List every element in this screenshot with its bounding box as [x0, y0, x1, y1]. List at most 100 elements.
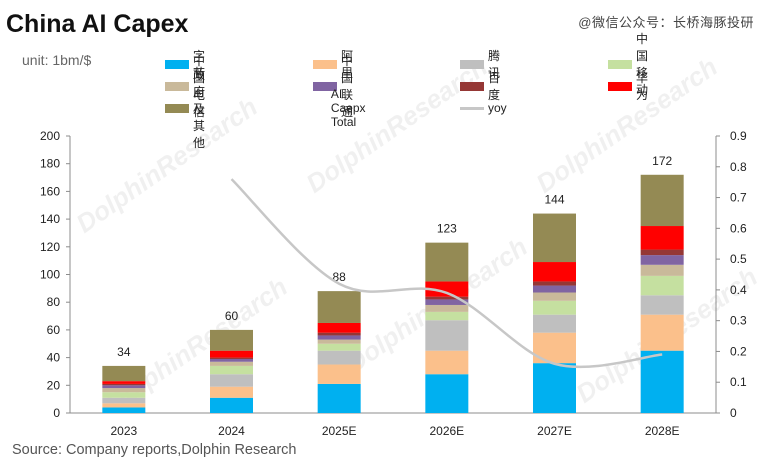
y2-tick-label: 0.1: [730, 375, 747, 389]
unit-label: unit: 1bm/$: [22, 52, 92, 68]
bar-segment: [317, 291, 361, 323]
bar-segment: [210, 329, 253, 351]
y-tick-label: 80: [47, 295, 61, 309]
y2-tick-label: 0.9: [730, 129, 747, 143]
y-tick-label: 160: [40, 184, 60, 198]
y-tick-label: 20: [47, 378, 61, 392]
bar-segment: [102, 403, 146, 408]
y2-tick-label: 0.4: [730, 283, 747, 297]
legend-label: 中国电信: [193, 54, 206, 119]
total-label: 34: [117, 345, 131, 359]
bar-segment: [425, 311, 469, 321]
source-note: Source: Company reports,Dolphin Research: [12, 442, 297, 458]
bar-segment: [640, 249, 684, 256]
legend-swatch: [313, 59, 337, 69]
bar-segment: [210, 361, 253, 366]
bar-segment: [640, 255, 684, 265]
legend-swatch: [608, 59, 632, 69]
bar-segment: [317, 350, 361, 365]
bar-segment: [210, 374, 253, 387]
y2-tick-label: 0.3: [730, 314, 747, 328]
y-tick-label: 180: [40, 157, 60, 171]
bar-segment: [102, 392, 146, 398]
bar-segment: [533, 213, 576, 263]
legend-swatch: [313, 81, 337, 91]
bar-segment: [533, 262, 576, 282]
bar-segment: [533, 285, 576, 293]
chart-title: China AI Capex: [6, 10, 189, 38]
bar-segment: [317, 322, 361, 333]
legend-label: AI Caepx Total: [330, 87, 366, 129]
bar-segment: [425, 296, 469, 300]
total-label: 123: [437, 222, 457, 236]
bar-segment: [317, 343, 361, 351]
bar-segment: [425, 299, 469, 305]
y-tick-label: 40: [47, 351, 61, 365]
legend-item: yoy: [460, 101, 507, 115]
bar-segment: [640, 295, 684, 315]
y-tick-label: 0: [53, 406, 60, 420]
y-tick-label: 100: [40, 268, 60, 282]
legend-label: 字节: [193, 49, 206, 80]
x-tick-label: 2028E: [645, 424, 680, 438]
bar-segment: [102, 365, 146, 382]
bar-segment: [317, 383, 361, 413]
bar-segment: [425, 242, 469, 282]
bar-segment: [102, 381, 146, 384]
bar-segment: [425, 304, 469, 312]
y-tick-label: 200: [40, 129, 60, 143]
x-tick-label: 2024: [218, 424, 245, 438]
y-tick-label: 140: [40, 212, 60, 226]
bar-segment: [102, 397, 146, 404]
y2-tick-label: 0: [730, 406, 737, 420]
legend-swatch: [460, 81, 484, 91]
total-label: 60: [225, 309, 239, 323]
legend-label: 百度: [488, 71, 501, 102]
legend-item: 阿里: [313, 49, 353, 80]
legend-swatch: [165, 103, 189, 113]
bar-segment: [317, 335, 361, 340]
x-tick-label: 2026E: [429, 424, 464, 438]
x-tick-label: 2027E: [537, 424, 572, 438]
bar-segment: [102, 383, 146, 386]
bar-segment: [533, 314, 576, 333]
legend-item: 华为: [608, 71, 648, 102]
y-tick-label: 120: [40, 240, 60, 254]
bar-segment: [640, 226, 684, 250]
legend-item: 中国电信: [165, 54, 205, 119]
legend-item: 字节: [165, 49, 205, 80]
legend-label: 中国联通: [341, 54, 354, 119]
y2-tick-label: 0.6: [730, 221, 747, 235]
bar-segment: [210, 397, 253, 413]
legend-label: yoy: [488, 101, 507, 115]
bar-segment: [640, 264, 684, 276]
legend-item: 政府及其他: [165, 68, 205, 150]
bar-segment: [425, 320, 469, 351]
bar-segment: [102, 385, 146, 389]
legend-swatch: [460, 59, 484, 69]
legend-item: 中国联通: [313, 54, 353, 119]
bar-segment: [640, 275, 684, 296]
legend-swatch: [165, 59, 189, 69]
y2-tick-label: 0.7: [730, 191, 747, 205]
bar-segment: [425, 374, 469, 413]
bar-segment: [210, 386, 253, 398]
legend-swatch: [460, 106, 484, 110]
total-label: 172: [652, 154, 672, 168]
bar-segment: [317, 332, 361, 336]
bar-segment: [425, 350, 469, 375]
bar-segment: [533, 300, 576, 315]
legend-item: 中国移动: [608, 32, 648, 97]
bar-segment: [533, 281, 576, 286]
x-tick-label: 2023: [110, 424, 137, 438]
total-label: 144: [544, 193, 564, 207]
legend-label: 中国移动: [636, 32, 649, 97]
legend-item: 腾讯: [460, 49, 500, 80]
bar-segment: [640, 174, 684, 227]
legend-swatch: [165, 81, 189, 91]
legend-item: 百度: [460, 71, 500, 102]
bar-segment: [640, 350, 684, 413]
y2-tick-label: 0.2: [730, 344, 747, 358]
y-tick-label: 60: [47, 323, 61, 337]
